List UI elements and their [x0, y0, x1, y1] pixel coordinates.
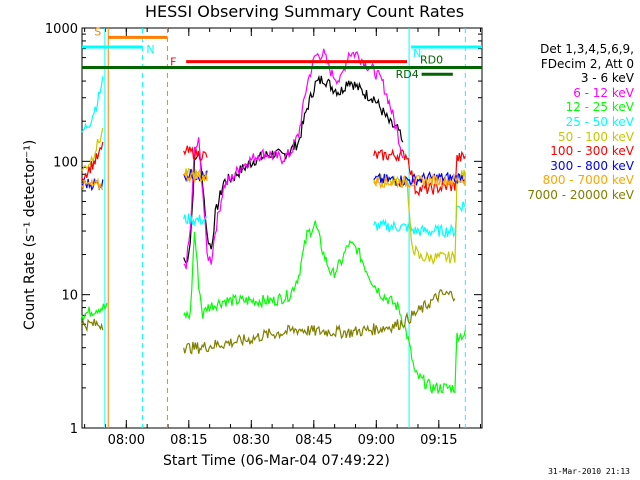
x-tick-label: 08:45: [295, 433, 332, 448]
series-line: [81, 220, 466, 395]
flag-label: S: [94, 25, 101, 38]
series-line: [183, 48, 404, 270]
flag-label: N: [413, 47, 421, 60]
chart-title: HESSI Observing Summary Count Rates: [145, 2, 465, 21]
series-line: [183, 74, 404, 265]
legend-entry: 100 - 300 keV: [550, 144, 634, 159]
y-tick-label: 10: [61, 289, 78, 304]
series-line: [81, 169, 466, 191]
flag-label: RD4: [396, 68, 419, 81]
legend-entry: 12 - 25 keV: [565, 100, 634, 115]
y-tick-label: 1: [70, 422, 78, 437]
flag-label: N: [146, 43, 154, 56]
x-tick-label: 08:15: [170, 433, 207, 448]
x-tick-label: 09:15: [420, 433, 457, 448]
series-line: [81, 289, 456, 355]
flag-label: RD0: [420, 54, 443, 67]
legend-entry: 50 - 100 keV: [557, 129, 634, 144]
legend-entry: 800 - 7000 keV: [542, 173, 634, 188]
plot-frame: [81, 27, 483, 429]
x-tick-label: 08:00: [108, 433, 145, 448]
series-line: [81, 141, 466, 197]
legend-entry: 300 - 800 keV: [550, 158, 634, 173]
series-line: [81, 76, 466, 239]
legend-entry: 7000 - 20000 keV: [527, 187, 634, 202]
legend-header-line-2: FDecim 2, Att 0: [540, 56, 634, 71]
y-axis-label: Count Rate (s⁻¹ detector⁻¹): [22, 139, 38, 330]
y-tick-label: 1000: [45, 22, 78, 37]
timestamp-footer: 31-Mar-2010 21:13: [548, 467, 630, 476]
x-tick-label: 08:30: [233, 433, 270, 448]
legend-entry: 3 - 6 keV: [580, 71, 634, 86]
flag-label: F: [170, 56, 176, 69]
x-tick-label: 09:00: [358, 433, 395, 448]
x-axis-label: Start Time (06-Mar-04 07:49:22): [163, 453, 390, 469]
legend: Det 1,3,4,5,6,9, FDecim 2, Att 0 3 - 6 k…: [527, 42, 634, 203]
legend-header-line-1: Det 1,3,4,5,6,9,: [540, 42, 634, 56]
legend-entry: 6 - 12 keV: [573, 85, 634, 100]
legend-entry: 25 - 50 keV: [565, 114, 634, 129]
series-line: [81, 127, 466, 266]
y-tick-label: 100: [53, 155, 78, 170]
